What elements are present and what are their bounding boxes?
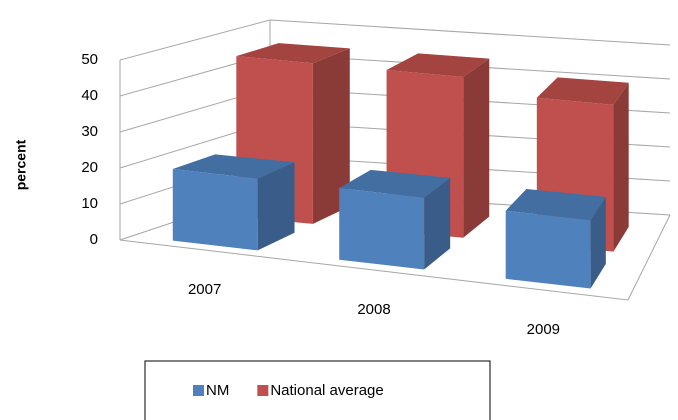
- bar-top: [172, 154, 295, 179]
- bar-side: [590, 196, 606, 289]
- bar-front: [339, 188, 425, 270]
- y-axis-label: percent: [13, 139, 29, 190]
- bar-top: [236, 43, 350, 64]
- bar-side: [257, 162, 295, 251]
- bar-front: [505, 210, 591, 289]
- bar: [172, 154, 295, 251]
- bar-side: [424, 177, 451, 270]
- grid-line: [119, 19, 671, 61]
- x-tick-label: 2007: [188, 281, 221, 298]
- bar-side: [463, 58, 490, 238]
- legend-swatch: [257, 385, 269, 396]
- bar: [505, 188, 606, 289]
- bar-top: [536, 77, 629, 105]
- bar-front: [172, 168, 258, 251]
- y-tick-label: 0: [90, 231, 98, 248]
- y-tick-label: 10: [81, 195, 98, 212]
- legend-label: National average: [270, 382, 383, 399]
- bar-top: [386, 53, 490, 78]
- y-tick-label: 40: [81, 87, 98, 104]
- x-tick-label: 2008: [357, 301, 390, 318]
- bar-top: [505, 188, 606, 221]
- legend-label: NM: [206, 382, 229, 399]
- bar-top: [339, 169, 451, 198]
- bar-side: [613, 82, 629, 252]
- y-tick-label: 50: [81, 51, 98, 68]
- bar-side: [312, 48, 350, 224]
- legend: NM National average: [144, 360, 491, 420]
- legend-swatch: [193, 385, 204, 396]
- y-tick-label: 20: [81, 159, 98, 176]
- bar: [339, 169, 451, 270]
- floor: [119, 214, 671, 301]
- x-tick-label: 2009: [527, 321, 560, 338]
- y-tick-label: 30: [81, 123, 98, 140]
